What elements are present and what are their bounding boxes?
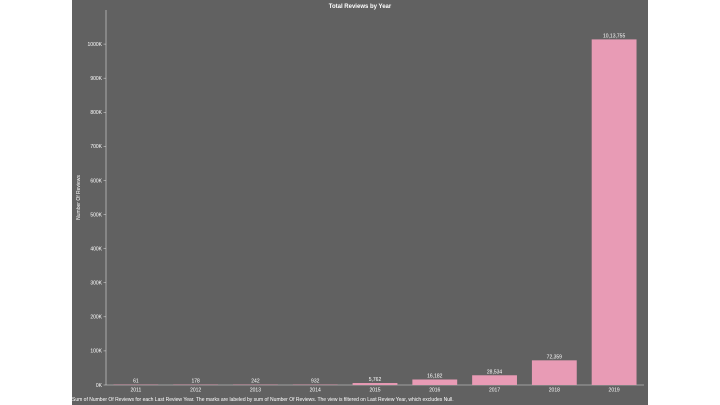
chart-dashboard: Total Reviews by Year 0K 100K 200K 300K 400K… [72,0,648,405]
y-axis-title: Number Of Reviews [76,175,82,220]
bar-data-label: 16,182 [427,373,443,379]
y-tick-label: 400K [90,246,102,252]
y-tick-label: 900K [90,76,102,82]
bar-chart: 0K 100K 200K 300K 400K 500K 600K 700K 800K 900K 10… [76,10,644,394]
bar [531,360,577,385]
x-tick-label: 2012 [190,388,201,394]
bar-data-label: 72,359 [547,354,563,360]
x-tick-label: 2015 [369,388,380,394]
bar-data-label: 178 [191,379,200,385]
x-tick-label: 2013 [250,388,261,394]
chart-title: Total Reviews by Year [328,4,392,10]
x-tick-label: 2011 [131,388,142,394]
x-tick-label: 2016 [429,388,440,394]
bar-data-label: 242 [251,379,260,385]
chart-caption: Sum of Number Of Reviews for each Last R… [72,397,454,403]
y-tick-label: 200K [90,315,102,321]
x-tick-label: 2014 [310,388,321,394]
bar-data-label: 10,13,755 [603,33,625,39]
y-tick-label: 800K [90,110,102,116]
bar-data-label: 932 [311,379,320,385]
bar [352,383,398,385]
bar [472,375,517,385]
bar-data-label: 5,762 [369,377,382,383]
y-tick-label: 100K [90,349,102,355]
y-tick-label: 1000K [88,42,103,48]
x-tick-label: 2019 [609,388,620,394]
y-tick-label: 300K [90,281,102,287]
y-tick-label: 500K [90,212,102,218]
bar-data-label: 61 [133,379,139,385]
y-tick-label: 600K [90,178,102,184]
bar [412,379,458,385]
x-tick-label: 2017 [489,388,500,394]
y-tick-label: 700K [90,144,102,150]
y-tick-label: 0K [96,383,103,389]
bar-data-label: 28,534 [487,369,503,375]
bar [591,39,637,385]
x-tick-label: 2018 [549,388,560,394]
